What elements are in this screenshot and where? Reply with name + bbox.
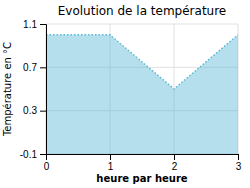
tick-label: -0.1: [20, 149, 38, 160]
tick: 0: [44, 154, 50, 172]
tick-label: 2: [172, 161, 178, 172]
marks: [46, 35, 238, 154]
tick: 2: [172, 154, 178, 172]
line: [46, 35, 238, 89]
axis-line: [40, 25, 47, 155]
plot: 0 1 2 3 -0.1 0.3 0.7 1.1: [20, 19, 242, 172]
grid: [46, 24, 238, 154]
y-axis-title: Température en °C: [2, 42, 13, 137]
tick-mark: [110, 154, 111, 160]
grid-line: [46, 24, 238, 25]
tick: 1: [108, 154, 114, 172]
tick: 0.7: [23, 62, 46, 73]
tick-label: 0.3: [23, 105, 37, 116]
y-axis: -0.1 0.3 0.7 1.1: [20, 19, 47, 160]
tick-mark: [40, 67, 46, 68]
tick: 0.3: [23, 105, 46, 116]
tick-label: 1: [108, 161, 114, 172]
tick: 1.1: [23, 19, 46, 30]
tick-mark: [40, 24, 46, 25]
title: Evolution de la température: [58, 4, 227, 18]
axis-line: [47, 155, 239, 161]
tick-label: 3: [236, 161, 242, 172]
tick-label: 0.7: [23, 62, 37, 73]
area: [46, 35, 238, 154]
tick: -0.1: [20, 149, 46, 160]
tick-mark: [40, 111, 46, 112]
tick-label: 0: [44, 161, 50, 172]
x-axis: 0 1 2 3: [44, 154, 242, 172]
chart: 0 1 2 3 -0.1 0.3 0.7 1.1 Evolution de la tempéra…: [0, 0, 250, 188]
tick-mark: [40, 154, 46, 155]
tick-mark: [238, 154, 239, 160]
tick-mark: [174, 154, 175, 160]
tick: 3: [236, 154, 242, 172]
x-axis-title: heure par heure: [96, 173, 187, 184]
tick-label: 1.1: [23, 19, 37, 30]
